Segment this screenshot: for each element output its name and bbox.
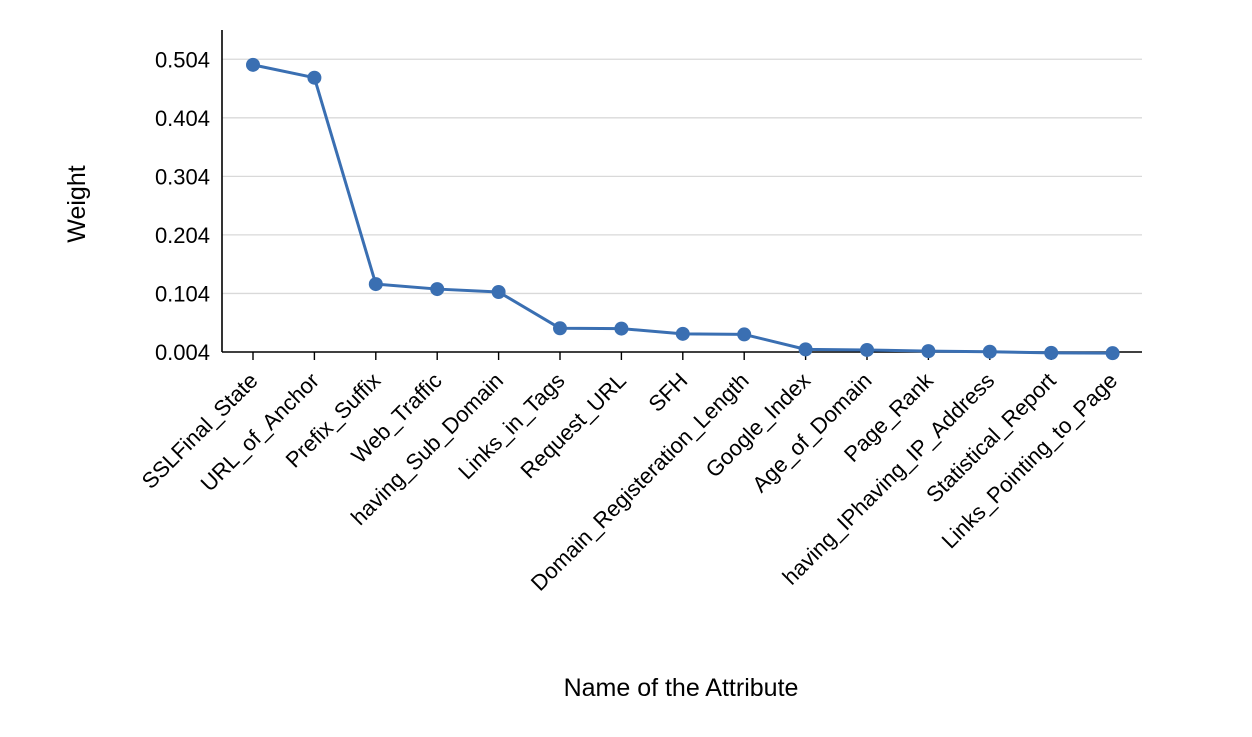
data-point <box>614 321 629 336</box>
data-point <box>491 284 506 299</box>
y-tick-label: 0.404 <box>155 106 210 131</box>
y-tick-label: 0.104 <box>155 281 210 306</box>
data-point <box>1044 345 1059 360</box>
data-point <box>737 327 752 342</box>
data-point <box>1105 346 1120 361</box>
x-tick-label: Links_in_Tags <box>453 368 569 484</box>
axes <box>221 30 1142 360</box>
series-line <box>252 63 1113 355</box>
data-point <box>921 344 936 359</box>
data-point <box>982 344 997 359</box>
data-point <box>798 342 813 357</box>
x-tick-labels: SSLFinal_StateURL_of_AnchorPrefix_Suffix… <box>137 367 1122 596</box>
data-point <box>675 326 690 341</box>
data-point <box>553 321 567 336</box>
x-axis-title: Name of the Attribute <box>564 674 799 702</box>
y-tick-label: 0.004 <box>155 340 210 365</box>
data-point <box>860 342 874 357</box>
y-tick-label: 0.204 <box>155 223 210 248</box>
y-tick-labels: 0.004 0.104 0.204 0.304 0.404 0.504 <box>155 47 210 365</box>
gridlines <box>222 58 1142 295</box>
y-tick-label: 0.504 <box>155 47 210 72</box>
series <box>246 57 1120 361</box>
y-tick-label: 0.304 <box>155 164 210 189</box>
x-tick-label: Request_URL <box>516 368 631 483</box>
data-point <box>430 282 445 297</box>
x-tick-label: Domain_Registeration_Length <box>526 368 754 596</box>
data-point <box>307 70 322 85</box>
x-tick-label: SFH <box>644 368 693 417</box>
data-point <box>246 57 260 72</box>
data-point <box>368 277 383 292</box>
y-axis-title: Weight <box>63 165 91 242</box>
